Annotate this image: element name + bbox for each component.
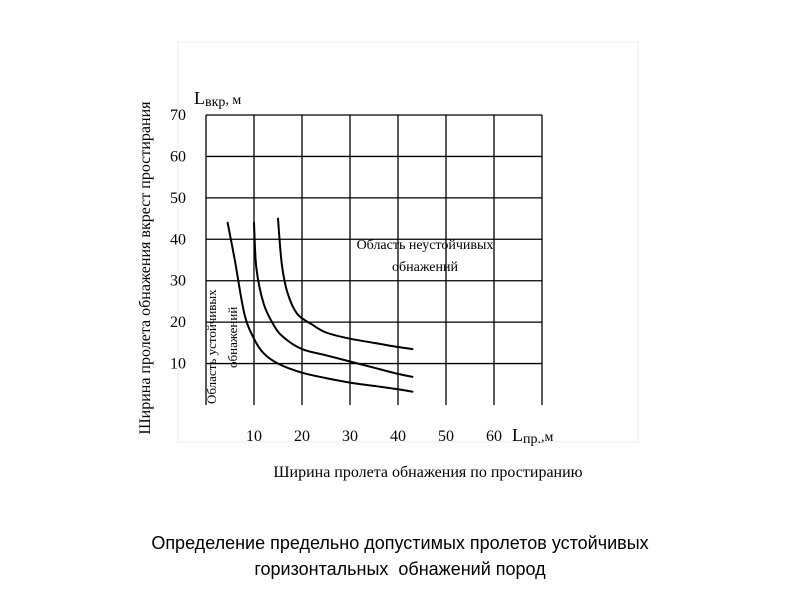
y-tick-label: 60 xyxy=(170,148,186,165)
annotation-unstable-line2: обнажений xyxy=(392,260,459,275)
x-tick-label: 30 xyxy=(342,428,358,445)
y-axis-title: Ширина пролета обнажения вкрест простира… xyxy=(137,101,154,435)
limit-curve-3 xyxy=(277,217,414,351)
chart: 10 20 30 40 50 60 70 10 20 30 40 50 60 Lвкр, м Lпр.… xyxy=(137,41,639,481)
x-tick-label: 50 xyxy=(438,428,454,445)
x-unit-label: Lпр.,м xyxy=(512,425,554,447)
y-tick-label: 50 xyxy=(170,190,186,207)
y-tick-label: 40 xyxy=(170,231,186,248)
annotation-unstable-line1: Область неустойчивых xyxy=(357,238,494,253)
caption: Определение предельно допустимых пролето… xyxy=(0,530,800,582)
x-tick-label: 10 xyxy=(246,428,262,445)
y-tick-labels: 10 20 30 40 50 60 70 xyxy=(170,107,186,373)
x-tick-label: 40 xyxy=(390,428,406,445)
grid xyxy=(205,114,543,405)
y-tick-label: 20 xyxy=(170,314,186,331)
x-axis-title: Ширина пролета обнажения по простиранию xyxy=(273,464,582,481)
curves xyxy=(226,217,414,393)
x-tick-labels: 10 20 30 40 50 60 xyxy=(246,428,502,445)
limit-curve-2 xyxy=(253,221,414,378)
x-tick-label: 20 xyxy=(294,428,310,445)
caption-line-2: горизонтальных обнажений пород xyxy=(254,559,546,579)
y-tick-label: 30 xyxy=(170,273,186,290)
scan-border xyxy=(177,41,639,443)
annotation-stable-line1: Область устойчивых xyxy=(204,289,219,404)
y-tick-label: 70 xyxy=(170,107,186,124)
limit-curve-1 xyxy=(226,221,414,393)
annotation-stable-line2: обнажений xyxy=(225,307,240,368)
y-unit-label: Lвкр, м xyxy=(194,88,241,110)
caption-line-1: Определение предельно допустимых пролето… xyxy=(151,533,649,553)
y-tick-label: 10 xyxy=(170,356,186,373)
x-tick-label: 60 xyxy=(486,428,502,445)
